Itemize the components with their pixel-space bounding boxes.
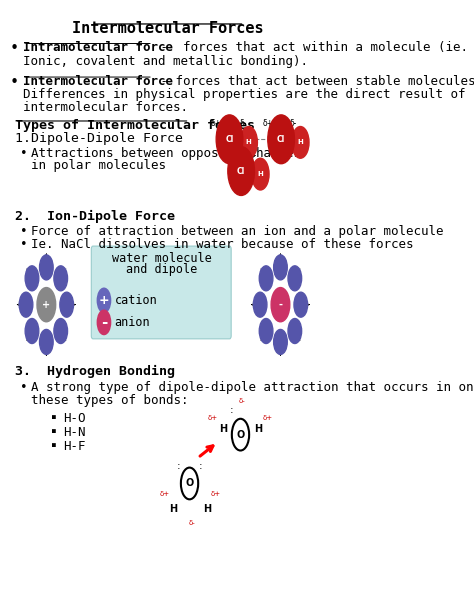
- Circle shape: [259, 319, 273, 343]
- Text: •: •: [20, 381, 27, 394]
- Text: δ-: δ-: [189, 520, 196, 526]
- Text: ▪: ▪: [51, 412, 57, 422]
- Circle shape: [288, 319, 301, 343]
- Text: :: :: [229, 405, 233, 415]
- Text: -: -: [101, 315, 107, 330]
- Text: and dipole: and dipole: [126, 264, 198, 276]
- Text: δ+: δ+: [160, 492, 170, 497]
- Text: A strong type of dipole-dipole attraction that occurs in one of: A strong type of dipole-dipole attractio…: [31, 381, 474, 394]
- Circle shape: [39, 255, 53, 280]
- Text: O: O: [185, 479, 194, 489]
- Text: δ+: δ+: [211, 492, 221, 497]
- Circle shape: [273, 255, 287, 280]
- Text: +: +: [99, 294, 109, 307]
- Circle shape: [228, 147, 255, 196]
- Circle shape: [97, 288, 110, 313]
- Text: Force of attraction between an ion and a polar molecule: Force of attraction between an ion and a…: [31, 226, 444, 238]
- Text: H-F: H-F: [63, 440, 85, 453]
- Text: δ+: δ+: [222, 151, 233, 159]
- Text: •: •: [20, 238, 27, 251]
- Text: H-O: H-O: [63, 412, 85, 425]
- Text: δ-: δ-: [250, 151, 257, 159]
- Text: Ie. NaCl dissolves in water because of these forces: Ie. NaCl dissolves in water because of t…: [31, 238, 414, 251]
- Circle shape: [294, 292, 308, 317]
- Text: δ-: δ-: [290, 119, 298, 128]
- Text: Ionic, covalent and metallic bonding).: Ionic, covalent and metallic bonding).: [23, 55, 308, 68]
- Text: H: H: [246, 139, 252, 145]
- Text: •: •: [20, 226, 27, 238]
- Circle shape: [268, 115, 294, 164]
- Circle shape: [216, 115, 243, 164]
- Text: ▪: ▪: [51, 440, 57, 450]
- Text: +: +: [42, 300, 50, 310]
- Text: :: :: [177, 462, 181, 471]
- Text: Intermolecular force: Intermolecular force: [23, 75, 173, 88]
- Circle shape: [60, 292, 73, 317]
- Text: 2.  Ion-Dipole Force: 2. Ion-Dipole Force: [15, 210, 175, 223]
- Text: Cl: Cl: [237, 167, 245, 175]
- Circle shape: [232, 419, 249, 451]
- Circle shape: [19, 292, 33, 317]
- Text: H: H: [257, 171, 263, 177]
- Circle shape: [252, 158, 269, 190]
- Circle shape: [25, 266, 39, 291]
- Circle shape: [288, 266, 301, 291]
- Text: δ-: δ-: [239, 398, 246, 404]
- Text: H: H: [219, 424, 227, 433]
- Text: O: O: [237, 430, 245, 440]
- Text: δ+: δ+: [208, 414, 218, 421]
- Text: ▪: ▪: [51, 426, 57, 436]
- Circle shape: [54, 319, 67, 343]
- Text: δ+: δ+: [262, 119, 273, 128]
- Circle shape: [240, 126, 257, 158]
- Text: H: H: [254, 424, 262, 433]
- Circle shape: [97, 310, 110, 335]
- Text: •: •: [20, 147, 27, 159]
- Text: H: H: [298, 139, 303, 145]
- Text: Intermolecular Forces: Intermolecular Forces: [72, 21, 264, 36]
- FancyBboxPatch shape: [91, 246, 231, 339]
- Circle shape: [292, 126, 309, 158]
- Text: 1.Dipole-Dipole Force: 1.Dipole-Dipole Force: [15, 132, 182, 145]
- Text: :: :: [199, 462, 202, 471]
- Text: -: -: [278, 300, 283, 310]
- Text: •: •: [9, 41, 19, 56]
- Text: Differences in physical properties are the direct result of: Differences in physical properties are t…: [23, 88, 465, 101]
- Circle shape: [181, 468, 198, 500]
- Text: δ-: δ-: [239, 119, 246, 128]
- Circle shape: [25, 319, 39, 343]
- Text: H: H: [203, 504, 211, 514]
- Text: intermolecular forces.: intermolecular forces.: [23, 102, 188, 115]
- Text: H-N: H-N: [63, 426, 85, 439]
- Text: 3.  Hydrogen Bonding: 3. Hydrogen Bonding: [15, 365, 175, 378]
- Circle shape: [253, 292, 267, 317]
- Text: water molecule: water molecule: [112, 253, 212, 265]
- Text: these types of bonds:: these types of bonds:: [31, 394, 189, 407]
- Text: Attractions between opposite charges: Attractions between opposite charges: [31, 147, 301, 159]
- Circle shape: [273, 329, 287, 354]
- Text: Intramolecular force: Intramolecular force: [23, 41, 173, 54]
- Circle shape: [39, 329, 53, 354]
- Text: H: H: [170, 504, 178, 514]
- Circle shape: [271, 287, 290, 322]
- Text: δ+: δ+: [210, 119, 222, 128]
- Circle shape: [54, 266, 67, 291]
- Text: cation: cation: [115, 294, 157, 307]
- Text: Cl: Cl: [277, 135, 285, 144]
- Text: δ+: δ+: [263, 414, 273, 421]
- Circle shape: [259, 266, 273, 291]
- Text: in polar molecules: in polar molecules: [31, 159, 166, 172]
- Text: - forces that act between stable molecules.: - forces that act between stable molecul…: [153, 75, 474, 88]
- Text: •: •: [9, 75, 19, 89]
- Text: anion: anion: [115, 316, 150, 329]
- Text: Types of Intermolecular forces: Types of Intermolecular forces: [15, 118, 255, 132]
- Text: -  forces that act within a molecule (ie.: - forces that act within a molecule (ie.: [153, 41, 468, 54]
- Text: Cl: Cl: [225, 135, 234, 144]
- Circle shape: [37, 287, 55, 322]
